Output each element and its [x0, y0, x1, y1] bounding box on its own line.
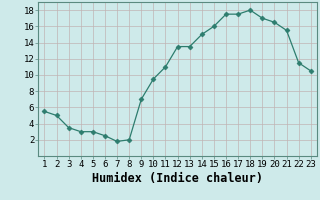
X-axis label: Humidex (Indice chaleur): Humidex (Indice chaleur) — [92, 172, 263, 185]
